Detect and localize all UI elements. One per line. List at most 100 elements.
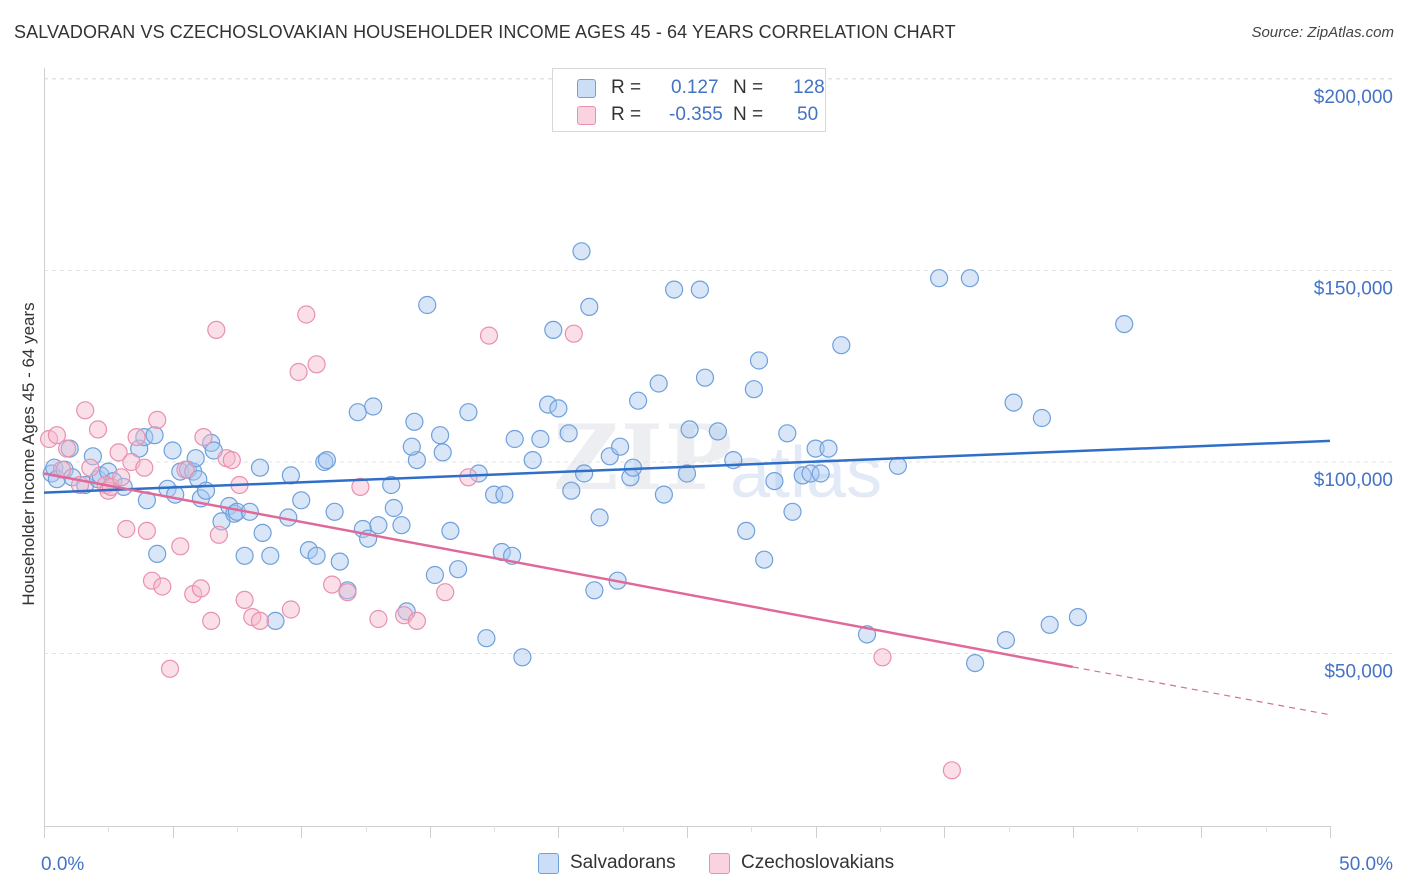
- data-point-salvadorans: [523, 451, 542, 470]
- data-point-salvadorans: [418, 295, 437, 315]
- data-point-salvadorans: [708, 422, 728, 441]
- data-point-salvadorans: [664, 280, 684, 299]
- data-point-czechoslovakians: [135, 458, 154, 477]
- grid: [44, 78, 1392, 654]
- data-point-czechoslovakians: [57, 439, 77, 458]
- y-axis-label: Householder Income Ages 45 - 64 years: [19, 302, 38, 605]
- data-point-salvadorans: [469, 464, 488, 483]
- data-point-czechoslovakians: [307, 355, 326, 374]
- y-tick-label: $100,000: [1314, 470, 1393, 491]
- data-point-salvadorans: [317, 451, 336, 470]
- data-point-salvadorans: [783, 502, 802, 521]
- data-point-czechoslovakians: [109, 443, 128, 462]
- data-point-czechoslovakians: [281, 600, 300, 619]
- x-ticks: [44, 826, 1331, 838]
- legend-n-label: N =: [733, 77, 764, 98]
- data-point-salvadorans: [186, 449, 205, 468]
- data-point-czechoslovakians: [873, 648, 892, 667]
- data-point-salvadorans: [531, 429, 550, 449]
- legend-r-value: -0.355: [669, 104, 723, 125]
- y-tick-label: $200,000: [1314, 87, 1393, 108]
- data-point-salvadorans: [1032, 408, 1052, 428]
- data-point-salvadorans: [749, 351, 769, 370]
- data-point-salvadorans: [649, 374, 668, 393]
- data-point-czechoslovakians: [323, 575, 342, 594]
- data-point-salvadorans: [148, 544, 167, 564]
- data-point-salvadorans: [562, 481, 581, 500]
- data-point-czechoslovakians: [47, 426, 67, 445]
- legend-swatch-pink: [577, 106, 596, 125]
- data-point-salvadorans: [83, 447, 103, 466]
- chart-title: SALVADORAN VS CZECHOSLOVAKIAN HOUSEHOLDE…: [14, 22, 956, 42]
- data-point-czechoslovakians: [459, 468, 478, 487]
- bottom-legend-label: Salvadorans: [570, 852, 676, 873]
- data-point-salvadorans: [315, 452, 334, 472]
- data-point-czechoslovakians: [338, 583, 357, 602]
- data-point-czechoslovakians: [76, 401, 95, 420]
- data-point-czechoslovakians: [479, 326, 499, 345]
- data-point-czechoslovakians: [942, 761, 962, 780]
- legend-n-label: N =: [733, 104, 764, 125]
- legend-n-value: 50: [797, 104, 819, 125]
- data-point-czechoslovakians: [148, 410, 167, 429]
- trendline-czechoslovakians-extension: [1072, 666, 1331, 716]
- y-tick-label: $50,000: [1324, 662, 1393, 683]
- data-point-czechoslovakians: [137, 521, 156, 541]
- data-point-salvadorans: [364, 397, 383, 416]
- data-point-salvadorans: [235, 546, 254, 565]
- y-tick-label: $150,000: [1314, 279, 1393, 300]
- data-point-salvadorans: [1068, 607, 1088, 627]
- data-point-czechoslovakians: [142, 571, 162, 590]
- data-point-salvadorans: [538, 395, 558, 414]
- data-point-salvadorans: [292, 491, 311, 510]
- data-point-salvadorans: [407, 451, 426, 470]
- data-point-salvadorans: [765, 472, 784, 491]
- data-point-czechoslovakians: [117, 519, 136, 539]
- axes: [44, 68, 1330, 827]
- watermark-atlas: atlas: [730, 432, 882, 514]
- trendline-salvadorans: [43, 439, 1331, 494]
- data-point-czechoslovakians: [160, 659, 180, 678]
- data-point-salvadorans: [965, 653, 985, 673]
- data-point-czechoslovakians: [564, 324, 583, 343]
- data-point-salvadorans: [348, 403, 367, 422]
- data-point-salvadorans: [572, 242, 591, 261]
- data-point-salvadorans: [325, 502, 344, 521]
- data-point-salvadorans: [544, 320, 563, 339]
- data-point-salvadorans: [130, 439, 149, 458]
- data-point-salvadorans: [1004, 393, 1023, 412]
- legend-swatch-blue: [577, 79, 596, 98]
- series-czechoslovakians: [39, 305, 962, 780]
- data-point-czechoslovakians: [194, 428, 213, 447]
- bottom-legend-swatch-blue: [538, 853, 559, 874]
- data-point-salvadorans: [253, 523, 272, 543]
- watermark-zip: ZIP: [553, 405, 735, 511]
- data-point-czechoslovakians: [436, 583, 455, 602]
- data-point-salvadorans: [590, 508, 609, 527]
- data-point-czechoslovakians: [289, 362, 308, 382]
- data-point-czechoslovakians: [235, 590, 254, 610]
- data-point-salvadorans: [495, 485, 514, 504]
- data-point-salvadorans: [369, 516, 388, 535]
- data-point-salvadorans: [449, 560, 468, 579]
- data-point-czechoslovakians: [209, 525, 228, 544]
- trendline-czechoslovakians: [43, 472, 1074, 669]
- x-tick-label-max: 50.0%: [1339, 854, 1393, 875]
- data-point-salvadorans: [425, 565, 444, 585]
- bottom-legend-swatch-pink: [709, 853, 730, 874]
- trend-lines: [43, 439, 1331, 716]
- data-point-salvadorans: [695, 368, 715, 387]
- data-point-salvadorans: [888, 456, 908, 475]
- data-point-salvadorans: [307, 546, 326, 565]
- data-point-salvadorans: [778, 424, 797, 443]
- data-point-czechoslovakians: [153, 577, 172, 596]
- data-point-salvadorans: [384, 498, 403, 518]
- data-point-salvadorans: [549, 399, 568, 418]
- data-point-salvadorans: [960, 269, 980, 288]
- legend-r-label: R =: [611, 104, 642, 125]
- data-point-czechoslovakians: [176, 460, 195, 479]
- data-point-salvadorans: [677, 464, 697, 483]
- data-point-salvadorans: [261, 546, 280, 565]
- data-point-czechoslovakians: [297, 305, 316, 324]
